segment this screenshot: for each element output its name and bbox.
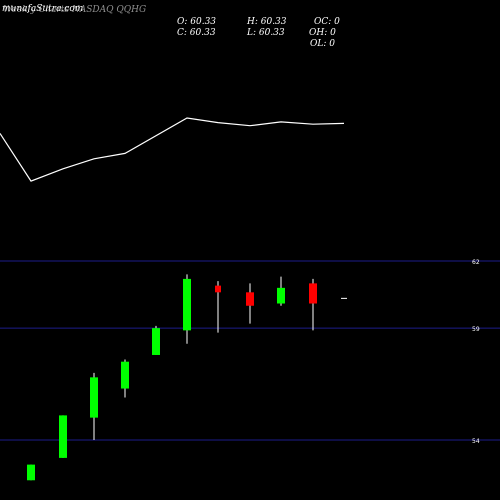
oc-value: OC: 0: [314, 17, 340, 27]
oh-value: OH: 0: [309, 28, 336, 38]
high-value: H: 60.33: [247, 17, 287, 27]
y-tick-label-54: 54: [472, 438, 480, 445]
low-value: L: 60.33: [247, 28, 285, 38]
watermark: Weekly Charts NASDAQ QQHG munafaSutra.co…: [2, 4, 146, 15]
candle-body: [246, 292, 254, 306]
candle-body: [215, 285, 221, 293]
candle-body: [90, 377, 98, 418]
candle-body: [27, 464, 35, 481]
candle-body: [309, 283, 317, 304]
ol-value: OL: 0: [310, 39, 335, 49]
candle-body: [183, 278, 191, 331]
watermark-text: munafaSutra.com: [2, 4, 84, 14]
chart-title: Weekly Charts NASDAQ QQHG: [3, 5, 147, 15]
y-tick-label-62: 62: [472, 259, 480, 266]
candle-body: [152, 328, 160, 355]
candle-body: [121, 361, 129, 389]
y-tick-label-59: 59: [472, 326, 480, 333]
close-value: C: 60.33: [177, 28, 216, 38]
indicator-line: [0, 117, 345, 182]
candle-body: [59, 415, 67, 458]
candle-body: [277, 287, 285, 304]
open-value: O: 60.33: [177, 17, 217, 27]
